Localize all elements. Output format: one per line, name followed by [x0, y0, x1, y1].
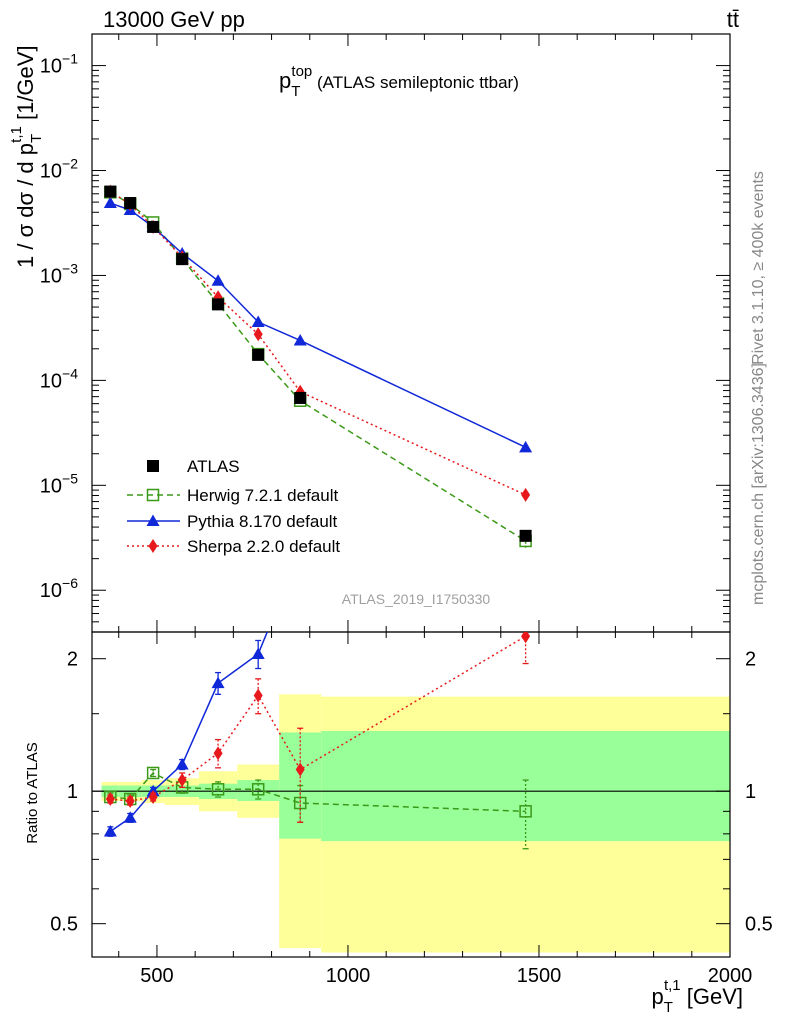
atlas-point	[252, 348, 265, 361]
chart-title: pTtop (ATLAS semileptonic ttbar)	[279, 63, 519, 100]
ratio-tick-label-right: 1	[745, 781, 756, 803]
legend: ATLAS Herwig 7.2.1 default Pythia 8.170 de…	[127, 457, 340, 556]
ratio-series-layer	[103, 413, 532, 850]
header-title: 13000 GeV pp	[103, 7, 245, 32]
analysis-watermark: ATLAS_2019_I1750330	[342, 591, 491, 607]
sherpa-point	[253, 327, 263, 342]
legend-marker-sherpa	[148, 539, 158, 553]
sherpa-line	[109, 190, 526, 496]
ratio-axis-label: Ratio to ATLAS	[24, 742, 41, 843]
atlas-point	[519, 529, 532, 542]
stat-uncertainty-band	[237, 780, 280, 801]
pythia-line	[110, 202, 526, 449]
y-axis-label: 1 / σ dσ / d pTt,1 [1/GeV]	[8, 45, 45, 268]
legend-label-atlas: ATLAS	[187, 457, 240, 476]
sherpa-ratio-point	[521, 632, 531, 644]
legend-marker-pythia	[146, 514, 160, 526]
pythia-ratio-point	[251, 647, 265, 659]
pythia-point	[211, 274, 225, 286]
y-tick-label: 10−6	[40, 575, 78, 602]
y-tick-label: 10−4	[40, 365, 78, 392]
legend-marker-herwig	[146, 488, 160, 502]
herwig-ratio-point	[211, 783, 225, 796]
x-tick-label: 1500	[517, 965, 562, 987]
sherpa-ratio-point	[253, 688, 263, 703]
x-tick-label: 2000	[708, 965, 753, 987]
pythia-ratio-point	[211, 676, 225, 689]
x-axis-label: pTt,1 [GeV]	[652, 977, 743, 1016]
ratio-tick-label: 1	[67, 781, 78, 803]
herwig-ratio-point	[251, 783, 265, 796]
atlas-point	[294, 391, 307, 404]
atlas-point	[212, 298, 225, 311]
x-tick-label: 500	[140, 965, 173, 987]
pythia-point	[103, 196, 117, 209]
axis-ticks: 500 1000 1500 2000 10−6 10−5 10−4 10−3 10−2 10−1 0…	[40, 33, 773, 987]
legend-marker-atlas	[147, 460, 159, 472]
pythia-ratio-point	[175, 757, 189, 770]
rivet-label: Rivet 3.1.10, ≥ 400k events	[750, 171, 767, 365]
herwig-ratio-point	[146, 766, 160, 780]
sherpa-ratio-point	[105, 791, 115, 806]
ratio-tick-label: 2	[67, 649, 78, 671]
atlas-point	[104, 185, 117, 198]
sherpa-point	[521, 487, 531, 502]
atlas-point	[147, 220, 160, 233]
herwig-ratio-line	[110, 772, 526, 813]
x-tick-label: 1000	[326, 965, 371, 987]
pythia-ratio-point	[519, 413, 532, 425]
legend-label-herwig: Herwig 7.2.1 default	[187, 486, 338, 505]
pythia-point	[251, 315, 265, 328]
pythia-point	[293, 333, 307, 346]
pythia-ratio-line	[109, 632, 269, 833]
y-tick-label: 10−1	[40, 51, 78, 78]
main-series-layer	[103, 184, 533, 550]
sherpa-ratio-point	[148, 790, 158, 805]
mcplots-label: mcplots.cern.ch [arXiv:1306.3436]	[750, 363, 767, 605]
sherpa-ratio-point	[177, 773, 187, 788]
sherpa-ratio-point	[125, 793, 135, 808]
atlas-point	[176, 253, 189, 266]
y-tick-label: 10−2	[40, 156, 78, 183]
sherpa-ratio-point	[295, 762, 305, 777]
ratio-tick-label-right: 2	[745, 649, 756, 671]
header-process: tt̄	[727, 7, 739, 32]
herwig-line	[109, 191, 527, 542]
stat-uncertainty-band	[321, 731, 730, 842]
legend-label-sherpa: Sherpa 2.2.0 default	[187, 537, 340, 556]
pythia-point	[519, 440, 533, 453]
y-tick-label: 10−5	[40, 470, 78, 497]
atlas-point	[124, 197, 137, 210]
ratio-tick-label-right: 0.5	[745, 914, 773, 936]
herwig-ratio-point	[519, 805, 532, 818]
pythia-ratio-point	[123, 811, 137, 823]
pythia-ratio-point	[103, 824, 117, 837]
y-tick-label: 10−3	[40, 260, 78, 287]
legend-label-pythia: Pythia 8.170 default	[187, 512, 338, 531]
ratio-panel-frame	[91, 631, 731, 958]
ratio-tick-label: 0.5	[50, 914, 78, 936]
sherpa-ratio-point	[213, 746, 223, 761]
